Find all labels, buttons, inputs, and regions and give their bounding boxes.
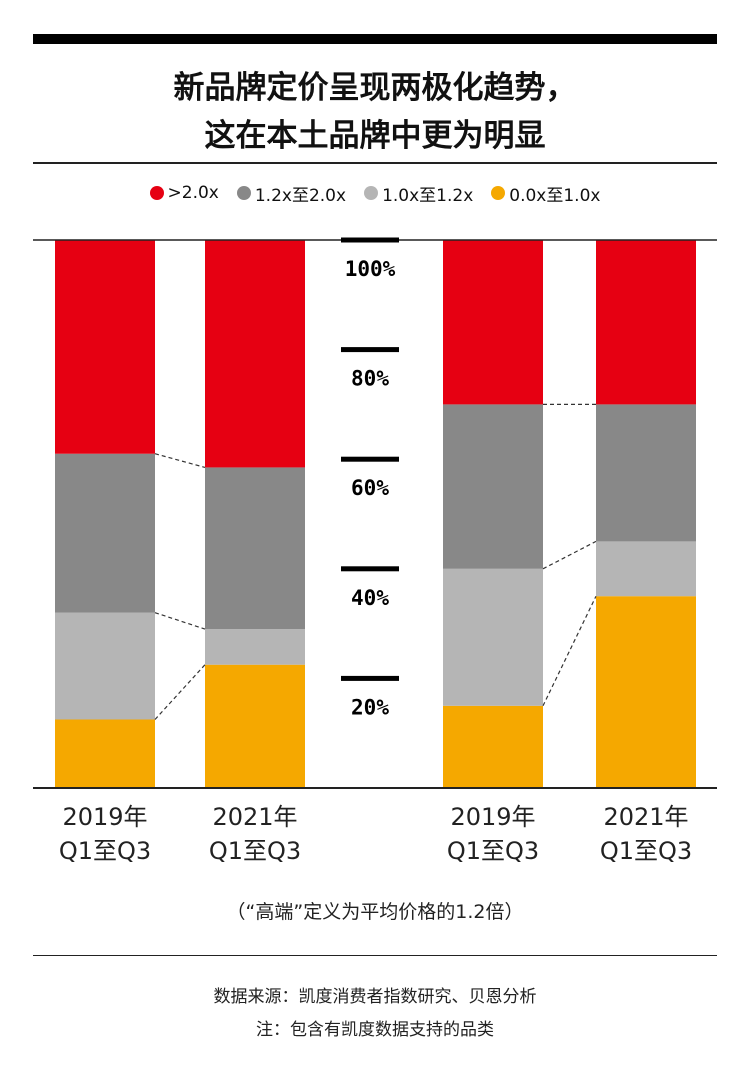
x-tick-label-2: 2019年 Q1至Q3 [418, 800, 568, 868]
top-rule [33, 34, 717, 44]
y-tick-1 [341, 347, 399, 353]
definition-note: （“高端”定义为平均价格的1.2倍） [226, 901, 524, 923]
y-tick-label-4: 20% [351, 695, 389, 719]
bar-segment-1-1 [205, 629, 305, 665]
legend: >2.0x 1.2x至2.0x 1.0x至1.2x 0.0x至1.0x [0, 180, 750, 206]
stacked-bar-chart: 100%80%60%40%20%0% [33, 237, 717, 789]
legend-item-0: >2.0x [149, 180, 219, 206]
connector-line-0-0 [154, 664, 206, 720]
y-tick-label-3: 40% [351, 586, 389, 610]
connector-line-2-1 [542, 540, 597, 570]
legend-item-1: 1.2x至2.0x [236, 180, 347, 206]
connector-line-0-2 [154, 453, 206, 468]
bar-segment-1-3 [205, 240, 305, 468]
bar-segment-0-1 [55, 612, 155, 720]
x-tick-label-period: Q1至Q3 [208, 837, 302, 865]
x-tick-label-1: 2021年 Q1至Q3 [180, 800, 330, 868]
legend-label: 1.0x至1.2x [382, 185, 474, 206]
legend-swatch [491, 186, 506, 200]
source-line2: 注：包含有凯度数据支持的品类 [256, 1020, 494, 1040]
legend-swatch [364, 186, 379, 200]
y-tick-4 [341, 675, 399, 681]
bar-segment-3-1 [596, 541, 696, 597]
title-divider [33, 162, 717, 164]
x-tick-label-year: 2019年 [450, 803, 536, 831]
source-line1: 数据来源：凯度消费者指数研究、贝恩分析 [213, 987, 537, 1007]
chart-title-line1: 新品牌定价呈现两极化趋势， [173, 70, 577, 106]
x-tick-label-0: 2019年 Q1至Q3 [30, 800, 180, 868]
x-tick-label-year: 2021年 [212, 803, 298, 831]
bar-segment-0-3 [55, 240, 155, 454]
y-tick-label-2: 60% [351, 476, 389, 500]
y-tick-2 [341, 456, 399, 462]
connector-line-0-1 [154, 612, 206, 630]
bar-segment-2-1 [443, 568, 543, 706]
x-tick-label-period: Q1至Q3 [58, 837, 152, 865]
y-tick-3 [341, 566, 399, 572]
bar-segment-3-2 [596, 404, 696, 542]
chart-title-line2: 这在本土品牌中更为明显 [204, 118, 546, 154]
x-tick-label-year: 2021年 [603, 803, 689, 831]
legend-item-3: 0.0x至1.0x [491, 180, 600, 206]
bar-segment-0-2 [55, 453, 155, 613]
connector-line-2-0 [542, 595, 597, 707]
legend-label: 1.2x至2.0x [254, 185, 347, 206]
y-tick-label-0: 100% [345, 257, 396, 281]
bar-segment-1-0 [205, 664, 305, 788]
legend-item-2: 1.0x至1.2x [364, 180, 473, 206]
bar-segment-2-2 [443, 404, 543, 569]
legend-label: 0.0x至1.0x [509, 185, 601, 206]
source-divider [33, 955, 717, 956]
bar-segment-2-3 [443, 240, 543, 405]
y-tick-label-1: 80% [351, 367, 389, 391]
legend-swatch [236, 186, 251, 200]
x-tick-label-period: Q1至Q3 [599, 837, 693, 865]
legend-swatch [149, 186, 164, 200]
x-tick-label-period: Q1至Q3 [446, 837, 540, 865]
x-tick-label-3: 2021年 Q1至Q3 [571, 800, 721, 868]
bar-segment-3-3 [596, 240, 696, 405]
x-tick-label-year: 2019年 [62, 803, 148, 831]
bar-segment-0-0 [55, 719, 155, 788]
bar-segment-3-0 [596, 596, 696, 788]
legend-label: >2.0x [167, 183, 219, 203]
bar-segment-1-2 [205, 467, 305, 630]
bar-segment-2-0 [443, 705, 543, 788]
y-tick-0 [341, 237, 399, 243]
